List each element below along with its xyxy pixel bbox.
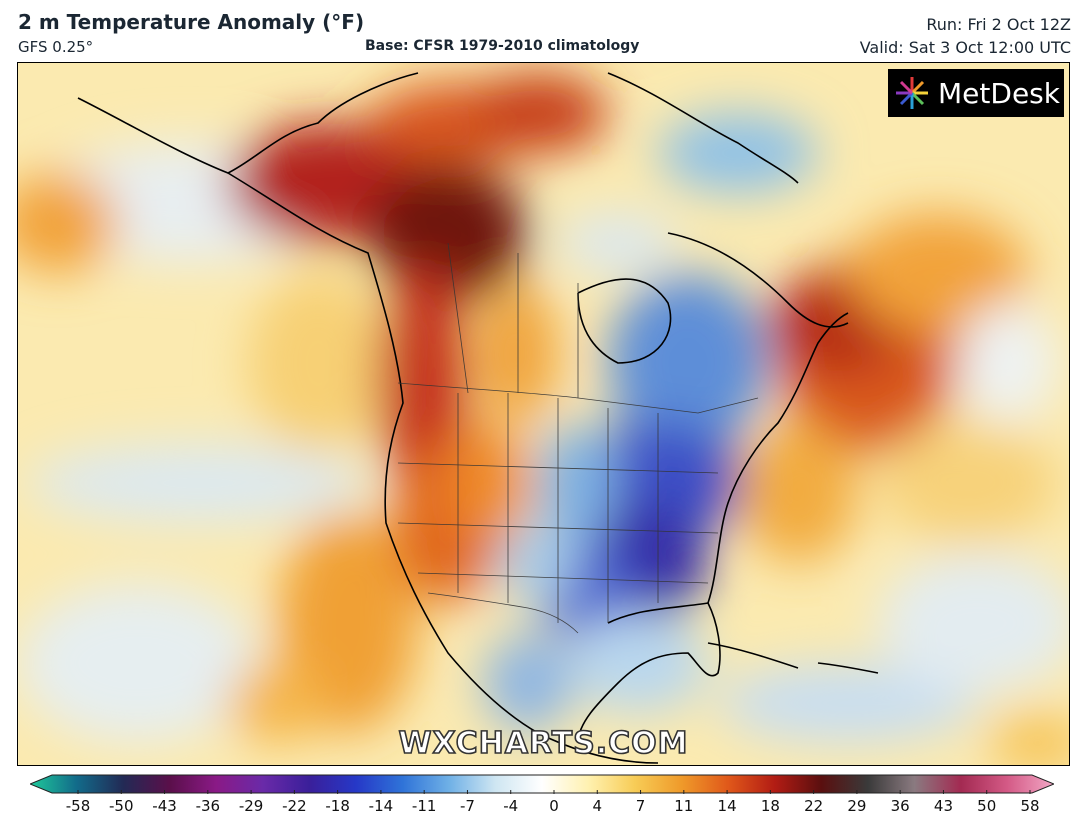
colorbar-tick-label: 0 xyxy=(549,797,559,815)
border-lines xyxy=(397,242,759,634)
us-mexico-border xyxy=(427,592,579,634)
colorbar-tick-label: -11 xyxy=(411,797,437,815)
colorbar-tick-label: 11 xyxy=(674,797,694,815)
logo-wordmark: MetDesk xyxy=(938,76,1060,110)
colorbar-tick-label: -58 xyxy=(65,797,91,815)
labrador-coast xyxy=(667,232,849,328)
watermark: WXCHARTS.COM xyxy=(398,725,689,762)
colorbar-tick-label: 22 xyxy=(804,797,824,815)
cuba xyxy=(707,642,799,669)
run-time-label: Run: Fri 2 Oct 12Z xyxy=(926,15,1071,34)
colorbar-tick-label: 58 xyxy=(1020,797,1040,815)
colorbar-labels: -58 -50 -43 -36 -29 -22 -18 -14 -11 -7 -4 0 4 7 11 14 18… xyxy=(30,797,1054,819)
colorbar-tick-label: -50 xyxy=(109,797,134,815)
coastline-outlines xyxy=(77,72,879,764)
colorbar-gradient xyxy=(30,774,1054,794)
colorbar-tick-label: 14 xyxy=(717,797,737,815)
colorbar-tick-label: -29 xyxy=(238,797,264,815)
state-lines-2 xyxy=(397,462,719,584)
colorbar-tick-label: 36 xyxy=(890,797,910,815)
model-label: GFS 0.25° xyxy=(18,38,94,56)
colorbar-tick-label: -36 xyxy=(195,797,221,815)
map-title: 2 m Temperature Anomaly (°F) xyxy=(18,10,365,34)
colorbar-tick-label: 18 xyxy=(760,797,780,815)
colorbar-tick-label: -18 xyxy=(325,797,350,815)
us-canada-border xyxy=(397,382,759,414)
colorbar-tick-label: 4 xyxy=(592,797,603,815)
valid-time-label: Valid: Sat 3 Oct 12:00 UTC xyxy=(859,38,1071,57)
starburst-icon xyxy=(896,77,929,109)
colorbar-tick-label: -7 xyxy=(459,797,475,815)
anomaly-field xyxy=(18,73,1069,765)
east-coast xyxy=(707,312,849,604)
alaska-coast xyxy=(77,72,419,174)
colorbar-tick-label: -4 xyxy=(503,797,519,815)
colorbar-tick-label: 7 xyxy=(635,797,646,815)
map-canvas xyxy=(18,63,1069,765)
north-america-west-coast xyxy=(227,172,659,764)
province-lines xyxy=(447,242,579,398)
state-lines-1 xyxy=(457,393,659,623)
colorbar-tick-label: -22 xyxy=(282,797,307,815)
colorbar-tick-label: -43 xyxy=(152,797,177,815)
metdesk-logo: MetDesk xyxy=(888,69,1064,117)
colorbar-tick-label: 29 xyxy=(847,797,867,815)
gulf-coast xyxy=(577,602,721,744)
colorbar-tick-label: 43 xyxy=(933,797,953,815)
temperature-anomaly-map: MetDesk WXCHARTS.COM xyxy=(17,62,1070,766)
colorbar-tick-label: -14 xyxy=(368,797,394,815)
colorbar xyxy=(30,774,1054,794)
climatology-base-label: Base: CFSR 1979-2010 climatology xyxy=(365,38,640,54)
colorbar-tick-label: 50 xyxy=(977,797,997,815)
hispaniola xyxy=(817,662,879,674)
hudson-bay xyxy=(577,278,672,364)
greenland-coast xyxy=(607,72,799,184)
